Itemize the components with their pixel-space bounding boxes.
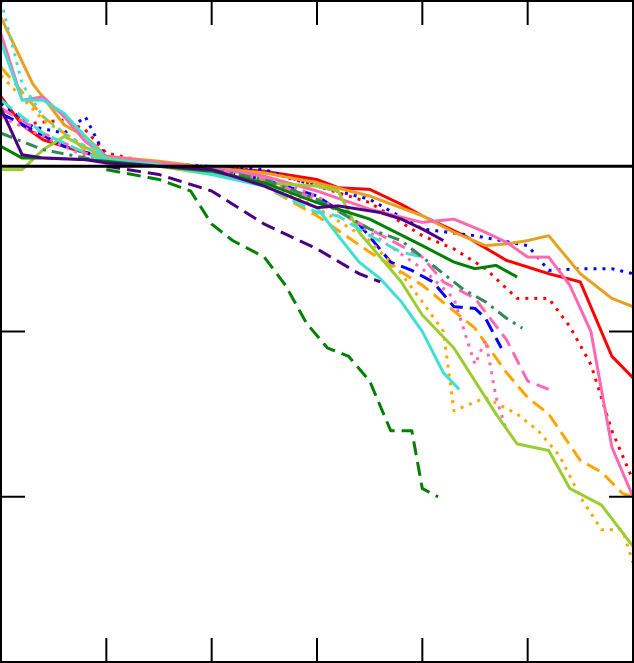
series-line-2 xyxy=(0,107,634,481)
series-line-10 xyxy=(0,115,509,432)
series-line-19 xyxy=(106,164,381,284)
series-line-7 xyxy=(0,74,634,564)
series-line-9 xyxy=(0,107,550,391)
series-line-15 xyxy=(0,131,524,330)
series-line-11 xyxy=(1,135,634,548)
series-line-17 xyxy=(106,168,439,499)
series-line-3 xyxy=(0,102,634,276)
series-line-18 xyxy=(0,107,445,242)
series-lines xyxy=(0,0,634,564)
series-line-8 xyxy=(0,33,634,498)
